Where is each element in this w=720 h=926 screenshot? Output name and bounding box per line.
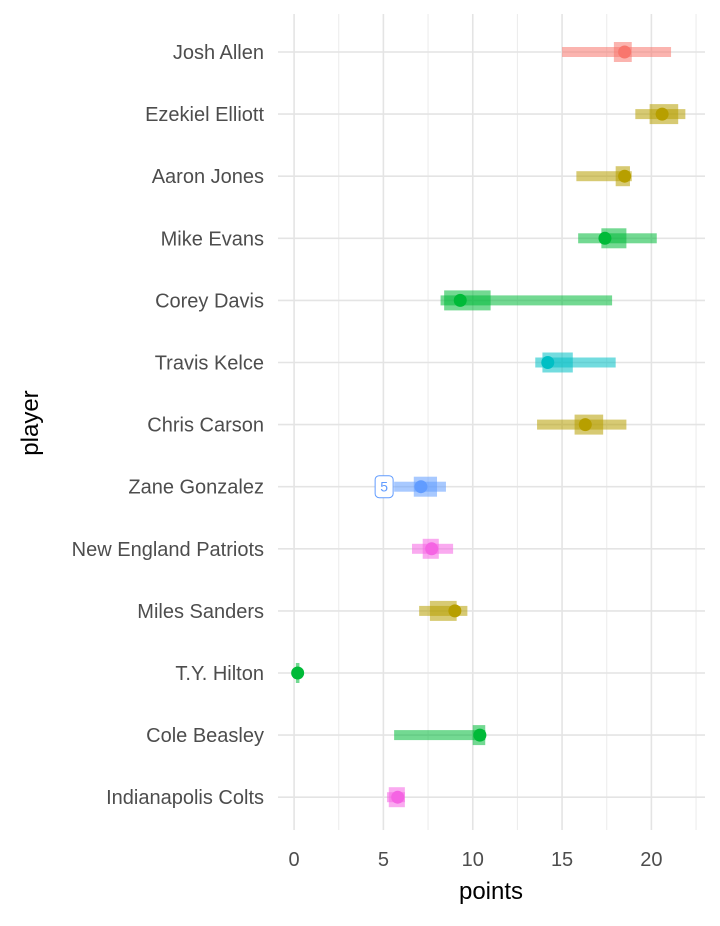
x-tick-label: 15	[551, 849, 573, 871]
x-axis-title: points	[459, 878, 523, 905]
point-marker	[291, 666, 305, 680]
y-tick-label: Ezekiel Elliott	[145, 104, 264, 126]
range-bar-outer	[440, 295, 613, 306]
player-range-group	[440, 290, 613, 311]
x-tick-label: 10	[462, 849, 484, 871]
y-tick-label: New England Patriots	[72, 539, 264, 561]
player-range-group	[635, 104, 686, 125]
y-tick-label: Mike Evans	[161, 228, 264, 250]
player-range-group	[562, 42, 672, 62]
player-range-group	[419, 600, 468, 621]
y-tick-label: Miles Sanders	[137, 601, 264, 623]
point-marker	[414, 480, 428, 494]
range-bar-outer	[394, 730, 486, 741]
gridlines	[278, 14, 705, 830]
x-tick-labels: 0 5 10 15 20	[289, 849, 663, 871]
point-marker	[425, 542, 439, 556]
marks-layer: 5	[291, 42, 686, 808]
y-tick-label: Travis Kelce	[155, 353, 264, 375]
player-range-group: 5	[374, 475, 446, 499]
point-marker	[578, 418, 592, 432]
data-label-box	[374, 475, 394, 499]
y-tick-labels: Josh Allen Ezekiel Elliott Aaron Jones Mike…	[72, 42, 265, 809]
y-tick-label: T.Y. Hilton	[175, 663, 264, 685]
point-marker	[618, 169, 632, 183]
y-tick-label: Josh Allen	[173, 42, 264, 64]
player-range-group	[411, 538, 454, 559]
player-range-group	[386, 787, 405, 808]
data-label: 5	[380, 479, 388, 495]
player-range-group	[576, 166, 632, 187]
player-range-group	[394, 725, 487, 746]
point-marker	[448, 604, 462, 618]
y-tick-label: Aaron Jones	[152, 166, 264, 188]
point-marker	[655, 107, 669, 121]
y-tick-label: Chris Carson	[147, 415, 264, 437]
range-bar-inner	[444, 290, 491, 311]
x-tick-label: 5	[378, 849, 389, 871]
point-marker	[391, 790, 405, 804]
range-bar-inner	[429, 600, 457, 621]
range-bar-outer	[576, 171, 632, 182]
player-range-group	[578, 228, 657, 249]
point-marker	[541, 356, 555, 369]
y-tick-label: Cole Beasley	[146, 725, 264, 747]
point-marker	[453, 293, 467, 307]
point-marker	[473, 728, 487, 742]
y-tick-label: Zane Gonzalez	[128, 477, 264, 499]
x-tick-label: 0	[289, 849, 300, 871]
player-range-group	[535, 352, 616, 373]
x-tick-label: 20	[640, 849, 662, 871]
y-tick-label: Indianapolis Colts	[106, 787, 264, 809]
point-marker	[598, 231, 612, 245]
range-bar-outer	[535, 357, 616, 368]
player-range-group	[291, 663, 305, 683]
y-axis-title: player	[17, 390, 44, 455]
y-tick-label: Corey Davis	[155, 290, 264, 312]
player-range-group	[537, 414, 627, 435]
point-marker	[618, 45, 632, 59]
